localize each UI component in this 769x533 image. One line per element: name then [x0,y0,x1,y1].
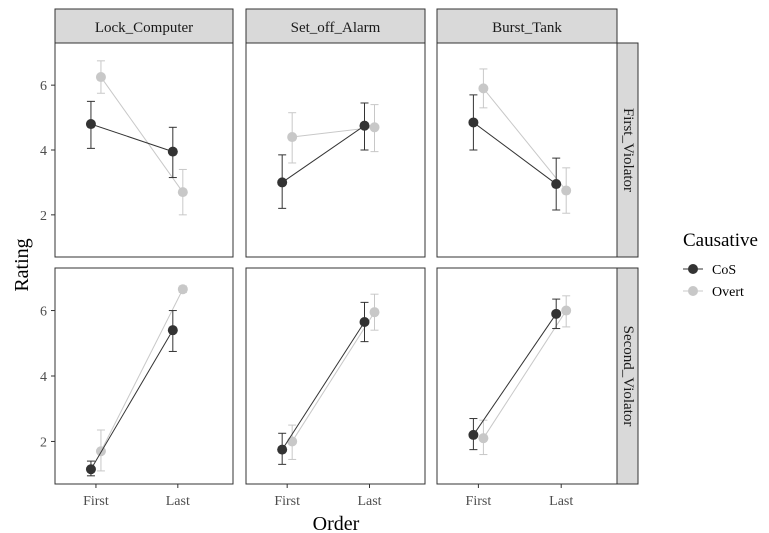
panel-data [468,68,572,214]
y-tick-label: 4 [40,370,47,385]
data-point-overt [95,72,106,83]
panel-frame [54,42,234,258]
legend-label: Overt [712,285,744,300]
x-tick-label: First [83,494,109,509]
series-line-cos [473,122,557,185]
data-point-cos [85,119,96,130]
data-point-overt [95,446,106,457]
data-point-overt [287,436,298,447]
legend-title: Causative [683,230,758,251]
data-point-cos [359,317,370,327]
series-line-overt [100,76,184,193]
x-tick-label: First [274,494,300,509]
column-strip-label: Burst_Tank [492,20,562,36]
facet-panels [54,42,618,485]
data-point-overt [369,122,380,133]
series-line-overt [483,88,567,191]
column-strip-label: Set_off_Alarm [291,20,381,36]
series-line-cos [90,329,174,470]
column-strip-label: Lock_Computer [95,20,193,36]
row-strip-label: First_Violator [620,108,636,192]
data-point-cos [167,325,178,336]
data-point-cos [277,177,288,188]
data-point-cos [468,117,479,128]
series-line-cos [281,125,365,183]
row-strip-label: Second_Violator [620,326,636,427]
series-line-cos [90,123,173,153]
panel-frame [54,267,234,485]
data-point-cos [468,429,479,440]
panel-data [85,284,188,477]
legend-key-point [688,264,698,274]
x-tick-label: First [466,494,492,509]
panel-data [468,295,572,456]
data-point-cos [277,444,288,455]
panel-data [277,102,380,209]
data-point-overt [287,132,298,143]
y-axis-title: Rating [11,238,33,291]
data-point-cos [85,464,96,475]
panel-frame [436,267,618,485]
panel-frame [245,267,426,485]
y-tick-label: 2 [40,435,47,450]
x-axis-title: Order [313,513,360,533]
legend-key-point [688,286,698,296]
data-point-overt [369,307,380,318]
x-tick-label: Last [549,494,573,509]
series-line-overt [291,311,375,442]
x-tick-label: Last [166,494,190,509]
series-line-overt [482,310,567,439]
legend: Causative CoS Overt [683,230,758,300]
axes: 2 2 4 4 6 6 First Last First Last First Last [40,79,573,509]
panel-data [85,60,188,216]
series-line-cos [281,321,365,450]
data-point-overt [478,83,489,94]
column-strip [436,8,618,44]
data-point-cos [551,308,562,319]
facet-strips: Lock_Computer Set_off_Alarm Burst_Tank Firs… [54,8,639,485]
y-tick-label: 4 [40,144,47,159]
data-point-cos [359,120,370,131]
y-tick-label: 6 [40,305,47,320]
panel-frame [245,42,426,258]
series-line-cos [472,313,557,436]
legend-label: CoS [712,263,736,278]
data-point-cos [551,179,562,190]
data-point-cos [167,146,178,157]
x-tick-label: Last [357,494,381,509]
y-tick-label: 6 [40,79,47,94]
y-tick-label: 2 [40,209,47,224]
data-point-overt [478,433,489,444]
column-strip [54,8,234,44]
data-point-overt [561,305,572,316]
panel-data [277,293,380,465]
data-point-overt [561,185,572,196]
panel-frame [436,42,618,258]
data-point-overt [177,284,188,295]
data-point-overt [177,187,188,198]
series-line-overt [100,289,184,452]
